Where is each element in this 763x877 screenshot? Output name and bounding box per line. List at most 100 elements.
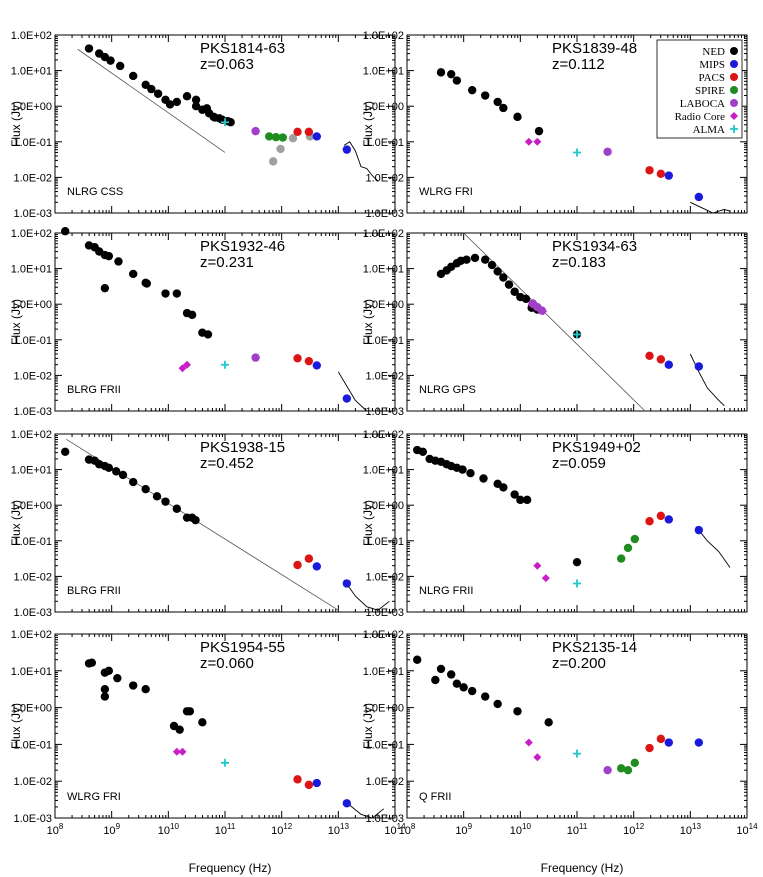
point-pacs (304, 554, 314, 563)
irs-spectrum (343, 141, 379, 182)
y-tick-label: 1.0E+00 (363, 703, 404, 715)
point-ned (153, 89, 163, 98)
y-tick-label: 1.0E-01 (13, 137, 52, 149)
point-ned (118, 470, 128, 480)
point-ned (161, 289, 170, 298)
x-tick-label: 1013 (328, 822, 350, 837)
point-alma (573, 579, 581, 588)
legend-label: ALMA (693, 124, 725, 136)
point-ned (112, 467, 121, 476)
point-ned (129, 269, 138, 279)
point-laboca (603, 147, 612, 156)
point-pacs (645, 517, 654, 526)
y-tick-label: 1.0E+00 (11, 101, 52, 113)
point-ned (493, 699, 502, 709)
y-tick-label: 1.0E+02 (11, 228, 52, 240)
point-alma (221, 758, 229, 767)
point-pacs (645, 166, 654, 175)
point-ned (572, 557, 582, 567)
legend-label: PACS (698, 72, 725, 84)
y-axis-label: Flux (Jy) (9, 500, 23, 546)
point-alma (573, 330, 581, 339)
legend-label: NED (702, 46, 725, 58)
point-ned (60, 227, 70, 236)
point-ned (459, 683, 468, 692)
panel-redshift: z=0.183 (552, 254, 606, 271)
y-axis-label: Flux (Jy) (361, 101, 375, 147)
point-radio-core (533, 137, 542, 146)
point-ned (521, 294, 531, 304)
point-ned (129, 477, 138, 487)
y-tick-label: 1.0E+00 (11, 500, 52, 512)
y-tick-label: 1.0E-03 (365, 208, 404, 220)
panel-redshift: z=0.063 (200, 56, 254, 73)
point-mips (694, 525, 704, 535)
y-tick-label: 1.0E-01 (13, 335, 52, 347)
legend-marker (730, 73, 738, 81)
point-ned (142, 279, 151, 288)
point-ned (161, 497, 170, 506)
point-ned (113, 673, 122, 683)
point-mips (664, 171, 673, 180)
panel-title: PKS1934-63 (552, 238, 637, 255)
legend-box (656, 39, 743, 139)
point-ned (516, 495, 525, 505)
point-ned (60, 447, 70, 456)
point-ned (104, 666, 114, 675)
y-tick-label: 1.0E+00 (363, 500, 404, 512)
x-tick-label: 1010 (510, 822, 532, 837)
panel-pks1814-63: 1.0E-03 1.0E-02 1.0E-01 1.0E+00 1.0E+01 1.0E+… (9, 30, 396, 220)
plot-frame (54, 232, 396, 412)
y-tick-label: 1.0E-03 (365, 607, 404, 619)
y-tick-label: 1.0E+01 (363, 264, 404, 276)
x-axis-label-left: Frequency (Hz) (189, 861, 272, 875)
point-ned (462, 255, 471, 264)
point-pacs (656, 169, 666, 179)
point-radio-core (524, 137, 533, 146)
y-tick-label: 1.0E+02 (363, 629, 404, 641)
point-pacs (656, 355, 666, 364)
point-ned (129, 681, 138, 690)
legend-label: SPIRE (695, 85, 725, 97)
x-axis-label-right: Frequency (Hz) (541, 861, 624, 875)
irs-spectrum (349, 804, 384, 819)
y-tick-label: 1.0E-03 (13, 813, 52, 825)
y-tick-label: 1.0E+01 (11, 66, 52, 78)
y-tick-label: 1.0E-01 (365, 536, 404, 548)
point-radio-core (178, 747, 187, 756)
y-tick-label: 1.0E-02 (365, 776, 404, 788)
y-tick-label: 1.0E-03 (365, 813, 404, 825)
point-mips (664, 360, 673, 369)
y-tick-label: 1.0E+02 (11, 429, 52, 441)
point-ned (499, 103, 508, 113)
point-spire (623, 543, 633, 553)
x-tick-label: 1011 (215, 822, 236, 837)
point-pacs (293, 127, 302, 137)
point-ned (534, 126, 544, 136)
point-mips (342, 799, 352, 808)
point-ned (513, 112, 522, 122)
point-ned (182, 92, 192, 101)
x-tick-label: 1011 (567, 822, 588, 837)
y-tick-label: 1.0E-02 (13, 172, 52, 184)
point-alma (573, 148, 581, 157)
panel-class: BLRG FRII (67, 384, 121, 396)
point-ned (172, 97, 182, 107)
y-tick-label: 1.0E-03 (13, 208, 52, 220)
point-ned (226, 118, 235, 127)
panel-title: PKS2135-14 (552, 639, 637, 656)
point-radio-core (524, 738, 533, 747)
panel-title: PKS1932-46 (200, 238, 285, 255)
y-tick-label: 1.0E+01 (363, 66, 404, 78)
point-ned-grey- (288, 134, 298, 143)
panel-redshift: z=0.200 (552, 655, 606, 672)
point-ned (191, 102, 201, 111)
point-radio-core (178, 364, 187, 373)
y-tick-label: 1.0E+02 (363, 30, 404, 42)
panel-pks1932-46: 1.0E-03 1.0E-02 1.0E-01 1.0E+00 1.0E+01 1.0E+… (9, 227, 396, 418)
point-mips (312, 132, 321, 141)
panel-redshift: z=0.231 (200, 254, 254, 271)
point-ned (452, 679, 462, 688)
y-tick-label: 1.0E-02 (13, 571, 52, 583)
